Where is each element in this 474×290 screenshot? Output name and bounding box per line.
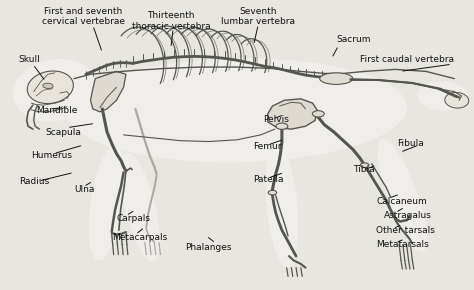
Text: Calcaneum: Calcaneum: [376, 197, 427, 206]
Text: First caudal vertebra: First caudal vertebra: [360, 55, 455, 64]
Text: Sacrum: Sacrum: [336, 35, 371, 44]
Ellipse shape: [43, 83, 53, 88]
Text: Scapula: Scapula: [46, 128, 82, 137]
Text: Seventh
lumbar vertebra: Seventh lumbar vertebra: [221, 7, 295, 26]
Text: Metacarpals: Metacarpals: [112, 233, 167, 242]
Text: Other tarsals: Other tarsals: [376, 226, 435, 235]
Ellipse shape: [27, 71, 73, 104]
Text: Phalanges: Phalanges: [185, 243, 232, 252]
Ellipse shape: [89, 145, 126, 260]
Text: First and seventh
cervical vertebrae: First and seventh cervical vertebrae: [42, 7, 125, 26]
Text: Mandible: Mandible: [36, 106, 78, 115]
Text: Patella: Patella: [254, 175, 284, 184]
Ellipse shape: [319, 73, 353, 84]
Polygon shape: [91, 71, 126, 112]
Ellipse shape: [120, 153, 160, 261]
Text: Radius: Radius: [18, 177, 49, 186]
Ellipse shape: [378, 139, 427, 252]
Ellipse shape: [445, 93, 469, 108]
Text: Ulna: Ulna: [74, 185, 94, 194]
Text: Carpals: Carpals: [117, 214, 150, 223]
Text: Skull: Skull: [18, 55, 40, 64]
Ellipse shape: [276, 123, 288, 129]
Ellipse shape: [360, 163, 369, 168]
Text: Humerus: Humerus: [31, 151, 73, 160]
Text: Femur: Femur: [254, 142, 282, 151]
Ellipse shape: [67, 58, 407, 162]
Text: Fibula: Fibula: [397, 139, 424, 148]
Text: Metatarsals: Metatarsals: [376, 240, 429, 249]
Ellipse shape: [417, 81, 468, 111]
Polygon shape: [268, 99, 318, 129]
Text: Tibia: Tibia: [353, 165, 374, 174]
Ellipse shape: [265, 141, 298, 268]
Ellipse shape: [268, 190, 277, 195]
Text: Astragalus: Astragalus: [383, 211, 431, 220]
Text: Thirteenth
thoracic vertebra: Thirteenth thoracic vertebra: [131, 11, 210, 31]
Ellipse shape: [312, 111, 324, 117]
Ellipse shape: [13, 59, 97, 122]
Text: Pelvis: Pelvis: [263, 115, 289, 124]
